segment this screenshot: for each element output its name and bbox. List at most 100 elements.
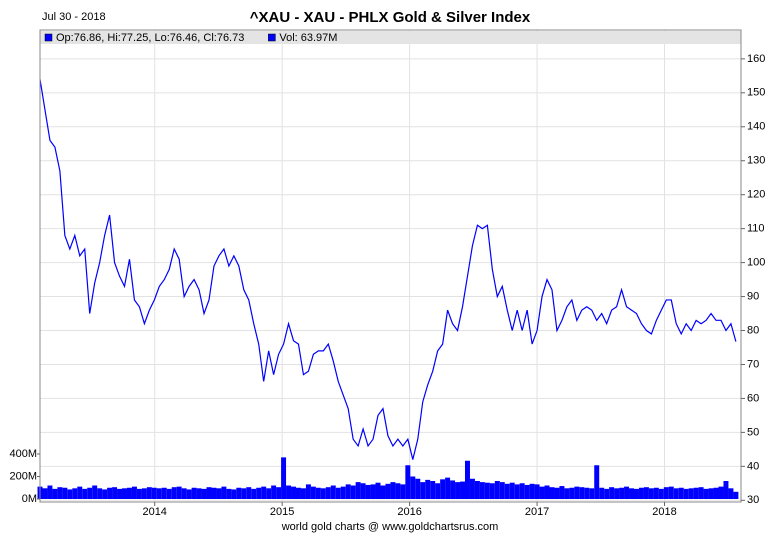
volume-bar — [499, 482, 505, 499]
volume-bar — [464, 460, 470, 499]
volume-bar — [72, 488, 78, 499]
volume-bar — [594, 465, 600, 499]
volume-bar — [355, 482, 361, 499]
volume-bar — [564, 488, 570, 499]
volume-bar — [360, 483, 366, 499]
volume-bar — [489, 483, 495, 499]
volume-bar — [504, 483, 510, 499]
volume-bar — [629, 488, 635, 499]
volume-bar — [648, 488, 654, 499]
legend-label: Op:76.86, Hi:77.25, Lo:76.46, Cl:76.73 — [56, 32, 244, 44]
volume-bar — [683, 488, 689, 499]
volume-bar — [634, 488, 639, 499]
volume-bar — [534, 484, 540, 499]
volume-bar — [688, 488, 694, 499]
volume-bar — [171, 487, 177, 499]
volume-bar — [405, 465, 411, 499]
volume-bar — [614, 488, 620, 499]
date-label: Jul 30 - 2018 — [42, 11, 106, 23]
volume-bar — [663, 487, 669, 499]
volume-bar — [176, 486, 182, 499]
volume-bar — [375, 482, 381, 499]
volume-bar — [335, 487, 341, 499]
volume-bar — [300, 488, 306, 499]
volume-bar — [619, 487, 625, 499]
volume-bar — [609, 487, 615, 499]
volume-bar — [604, 488, 610, 499]
volume-bar — [315, 487, 321, 499]
volume-bar — [231, 489, 237, 499]
y-tick-label: 140 — [747, 121, 765, 133]
volume-bar — [365, 484, 371, 499]
volume-bar — [107, 487, 113, 499]
x-tick-label: 2018 — [652, 506, 676, 518]
volume-bar — [479, 482, 485, 499]
volume-bar — [400, 484, 406, 499]
axes: 30 40 50 60 70 80 90 100 110 120 130 140 150 160 2014 2… — [9, 53, 765, 518]
volume-bar — [539, 486, 545, 499]
y-tick-label: 110 — [747, 223, 765, 235]
volume-bar — [291, 486, 296, 499]
volume-bar — [256, 487, 262, 499]
volume-bar — [156, 488, 162, 499]
volume-bar — [544, 485, 550, 499]
y-tick-label: 50 — [747, 426, 759, 438]
volume-bar — [42, 488, 48, 499]
y-tick-label: 30 — [747, 494, 759, 506]
volume-bar — [345, 484, 351, 499]
volume-bar — [87, 487, 93, 499]
volume-bar — [350, 485, 356, 499]
volume-bar — [77, 486, 83, 499]
volume-bar — [390, 482, 396, 499]
volume-bar — [97, 488, 103, 499]
y-tick-label: 70 — [747, 358, 759, 370]
volume-bar — [241, 488, 247, 499]
volume-bar — [52, 488, 58, 499]
volume-bar — [295, 487, 301, 499]
y-tick-label: 60 — [747, 392, 759, 404]
volume-bar — [226, 488, 232, 499]
volume-bar — [410, 476, 416, 499]
volume-bar — [589, 488, 595, 499]
volume-bar — [703, 488, 709, 499]
y-tick-label: 130 — [747, 155, 765, 167]
volume-bar — [166, 488, 172, 499]
volume-bar — [708, 488, 714, 499]
y-tick-label: 120 — [747, 189, 765, 201]
volume-bar — [549, 487, 555, 499]
volume-bar — [638, 487, 644, 499]
y2-tick-label: 0M — [22, 493, 37, 505]
x-tick-label: 2016 — [397, 506, 421, 518]
volume-bar — [305, 484, 311, 499]
volume-bar — [57, 487, 63, 499]
legend-swatch — [268, 33, 276, 42]
volume-bar — [266, 488, 272, 499]
volume-bar — [325, 487, 331, 499]
volume-bar — [584, 487, 590, 499]
volume-bar — [151, 487, 157, 499]
volume-bar — [514, 484, 520, 499]
volume-bar — [286, 485, 292, 499]
volume-bar — [430, 481, 436, 499]
volume-bar — [554, 487, 560, 499]
y-tick-label: 100 — [747, 257, 765, 269]
volume-bar — [196, 488, 202, 499]
volume-bar — [425, 479, 431, 499]
volume-bar — [186, 489, 192, 499]
volume-bar — [261, 486, 267, 499]
volume-bar — [693, 487, 699, 499]
volume-bar — [579, 487, 585, 499]
legend-label: Vol: 63.97M — [279, 32, 337, 44]
volume-bar — [201, 488, 207, 499]
volume-bar — [82, 488, 88, 499]
volume-bar — [440, 479, 446, 499]
volume-bar — [141, 488, 147, 499]
volume-bar — [395, 483, 401, 499]
y-tick-label: 80 — [747, 324, 759, 336]
volume-bar — [62, 487, 68, 499]
volume-bar — [718, 486, 724, 499]
volume-bar — [653, 487, 659, 499]
x-tick-label: 2015 — [270, 506, 294, 518]
volume-bar — [161, 487, 167, 499]
